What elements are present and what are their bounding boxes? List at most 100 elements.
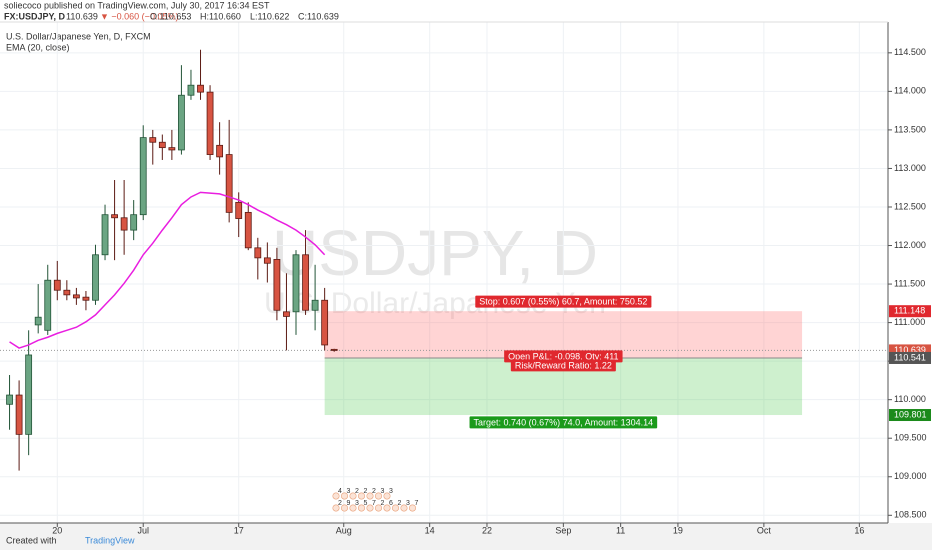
candle-body	[92, 254, 99, 301]
candle-body	[178, 94, 185, 151]
change: ▼ −0.060 (−0.05%)	[100, 11, 178, 21]
event-icon	[366, 504, 374, 512]
y-tick-label: 109.500	[894, 433, 927, 443]
x-tick-label: 19	[673, 525, 683, 535]
event-icon	[349, 504, 357, 512]
event-icon	[340, 504, 348, 512]
candle-body	[330, 348, 338, 351]
ohlc-value: C:110.639	[298, 11, 339, 21]
plot: USDJPY, DU.S. Dollar/Japanese Yen	[0, 22, 888, 523]
candle-body	[139, 137, 147, 216]
candle-body	[321, 299, 329, 346]
event-icon	[332, 504, 340, 512]
candle-body	[254, 247, 262, 259]
y-tick-label: 112.500	[894, 201, 926, 211]
candle-body	[111, 214, 118, 219]
event-icon	[340, 492, 348, 500]
rr-label: Risk/Reward Ratio: 1.22	[515, 360, 612, 370]
event-count: 6	[389, 500, 393, 507]
legend-ema: EMA (20, close)	[6, 42, 70, 52]
candle-body	[273, 258, 281, 311]
event-icon	[357, 492, 365, 500]
y-tick-label: 109.000	[894, 471, 927, 481]
x-tick-label: 22	[482, 525, 492, 535]
event-count: 3	[347, 488, 351, 495]
candle-body	[263, 257, 271, 264]
event-count: 7	[372, 500, 376, 507]
candle-body	[34, 316, 42, 326]
y-tick-label: 113.000	[894, 163, 926, 173]
event-count: 9	[347, 500, 351, 507]
y-tick-label: 111.500	[894, 278, 925, 288]
candle-body	[82, 296, 90, 301]
candle-body	[149, 137, 157, 143]
candle-body	[187, 84, 195, 96]
candle-body	[130, 214, 138, 231]
event-icon	[383, 492, 391, 500]
x-tick-label: Aug	[336, 525, 352, 535]
candle-body	[63, 289, 71, 296]
price-label-bg	[889, 305, 931, 318]
candle-body	[302, 254, 309, 311]
candle-body	[283, 311, 290, 317]
event-count: 3	[406, 500, 410, 507]
event-icon	[357, 504, 365, 512]
footer-created: Created with	[6, 535, 57, 545]
ohlc-value: L:110.622	[250, 11, 289, 21]
event-count: 3	[381, 488, 385, 495]
ohlc-value: O:110.653	[150, 11, 191, 21]
event-count: 2	[355, 488, 359, 495]
x-tick-label: 14	[425, 525, 435, 535]
event-icon	[349, 492, 357, 500]
event-icon	[408, 504, 416, 512]
pnl-label: Open P&L: -0.098, Qty: 411	[508, 351, 618, 361]
candle-body	[216, 144, 224, 158]
x-tick-label: Oct	[757, 525, 772, 535]
candle-body	[25, 354, 33, 435]
candle-body	[53, 279, 61, 291]
price-label: 111.148	[894, 306, 925, 316]
y-tick-label: 108.500	[894, 510, 927, 520]
event-count: 7	[415, 500, 419, 507]
candle-body	[168, 147, 176, 151]
x-tick-label: 20	[52, 525, 62, 535]
x-tick-label: Sep	[555, 525, 571, 535]
candle-body	[6, 394, 13, 405]
y-tick-label: 112.000	[894, 240, 926, 250]
candle-body	[15, 394, 23, 435]
candle-body	[244, 211, 252, 249]
x-tick-label: Jul	[137, 525, 149, 535]
candle-body	[311, 299, 319, 311]
candle-body	[120, 217, 128, 231]
candle-body	[235, 201, 243, 219]
y-tick-label: 114.500	[894, 47, 926, 57]
footer-brand[interactable]: TradingView	[85, 535, 135, 545]
event-count: 2	[381, 500, 385, 507]
event-icon	[383, 504, 391, 512]
symbol: FX:USDJPY, D	[4, 11, 66, 21]
event-icon	[374, 504, 382, 512]
price-label: 110.639	[894, 345, 926, 355]
ohlc-value: H:110.660	[200, 11, 241, 21]
event-icon	[366, 492, 374, 500]
y-tick-label: 110.000	[894, 394, 926, 404]
stop-label-bg	[475, 295, 652, 308]
stop-zone	[324, 311, 803, 358]
x-tick-label: 11	[616, 525, 625, 535]
event-icon	[400, 504, 408, 512]
y-tick-label: 114.000	[894, 86, 926, 96]
rr-label-bg	[510, 359, 616, 372]
ema-line	[9, 191, 326, 349]
x-tick-label: 16	[854, 525, 864, 535]
price-label-bg	[889, 409, 931, 422]
target-label-bg	[469, 416, 658, 429]
y-tick-label: 113.500	[894, 124, 926, 134]
event-count: 2	[372, 488, 376, 495]
event-icon	[391, 504, 399, 512]
candle-body	[158, 141, 166, 149]
x-tick-label: 17	[234, 525, 244, 535]
price-label: 110.541	[894, 352, 926, 362]
candle-body	[225, 154, 233, 213]
event-count: 2	[364, 488, 368, 495]
